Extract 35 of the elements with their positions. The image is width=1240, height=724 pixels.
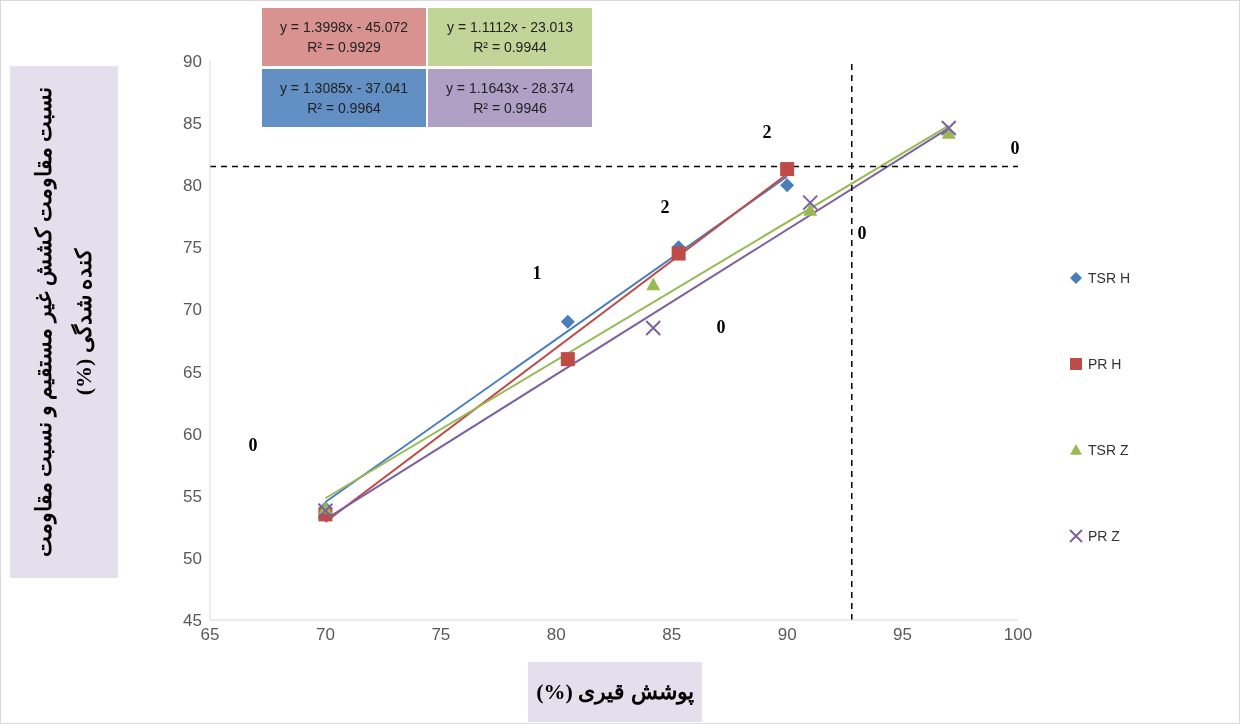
x-tick-label: 65 — [200, 625, 220, 645]
y-tick-label: 65 — [183, 362, 202, 382]
x-tick-label: 80 — [546, 625, 566, 645]
y-tick-label: 80 — [183, 176, 202, 196]
y-tick-label: 70 — [183, 300, 202, 320]
x-tick-label: 75 — [431, 625, 451, 645]
x-tick-label: 95 — [893, 625, 913, 645]
annotation: y = 1.3085x - 37.041 R² = 0.9964 — [278, 79, 409, 118]
x-axis-title: پوشش قیری (%) — [528, 662, 702, 722]
annotation: 2 — [761, 121, 773, 144]
x-tick-label: 70 — [315, 625, 335, 645]
y-tick-label: 75 — [183, 238, 202, 258]
annotation: 2 — [659, 196, 671, 219]
y-tick-label: 50 — [183, 548, 202, 568]
x-tick-label: 85 — [662, 625, 682, 645]
annotation: 1 — [531, 262, 543, 285]
text: y = 1.3998x - 45.072 R² = 0.9929 — [278, 18, 409, 57]
legend-label: PR Z — [1088, 528, 1120, 544]
y-tick-label: 55 — [183, 486, 202, 506]
annotation: 0 — [856, 222, 868, 245]
y-tick-label: 60 — [183, 424, 202, 444]
x-tick-label: 100 — [1003, 625, 1033, 645]
y-tick-label: 90 — [183, 52, 202, 72]
y-tick-label: 85 — [183, 114, 202, 134]
x-tick-label: 90 — [777, 625, 797, 645]
legend-label: PR H — [1088, 356, 1122, 372]
annotation: 0 — [1009, 137, 1021, 160]
annotation: 0 — [247, 434, 259, 457]
legend-label: TSR Z — [1088, 442, 1129, 458]
annotation: 0 — [715, 316, 727, 339]
legend-label: TSR H — [1088, 270, 1130, 286]
text: y = 1.1112x - 23.013 R² = 0.9944 — [446, 18, 574, 57]
y-tick-label: 45 — [183, 611, 202, 631]
annotation: y = 1.1643x - 28.374 R² = 0.9946 — [444, 79, 575, 118]
y-axis-title: نسبت مقاومت کشش غیر مستقیم و نسبت مقاومت کنده شدگی (%) — [30, 85, 97, 560]
